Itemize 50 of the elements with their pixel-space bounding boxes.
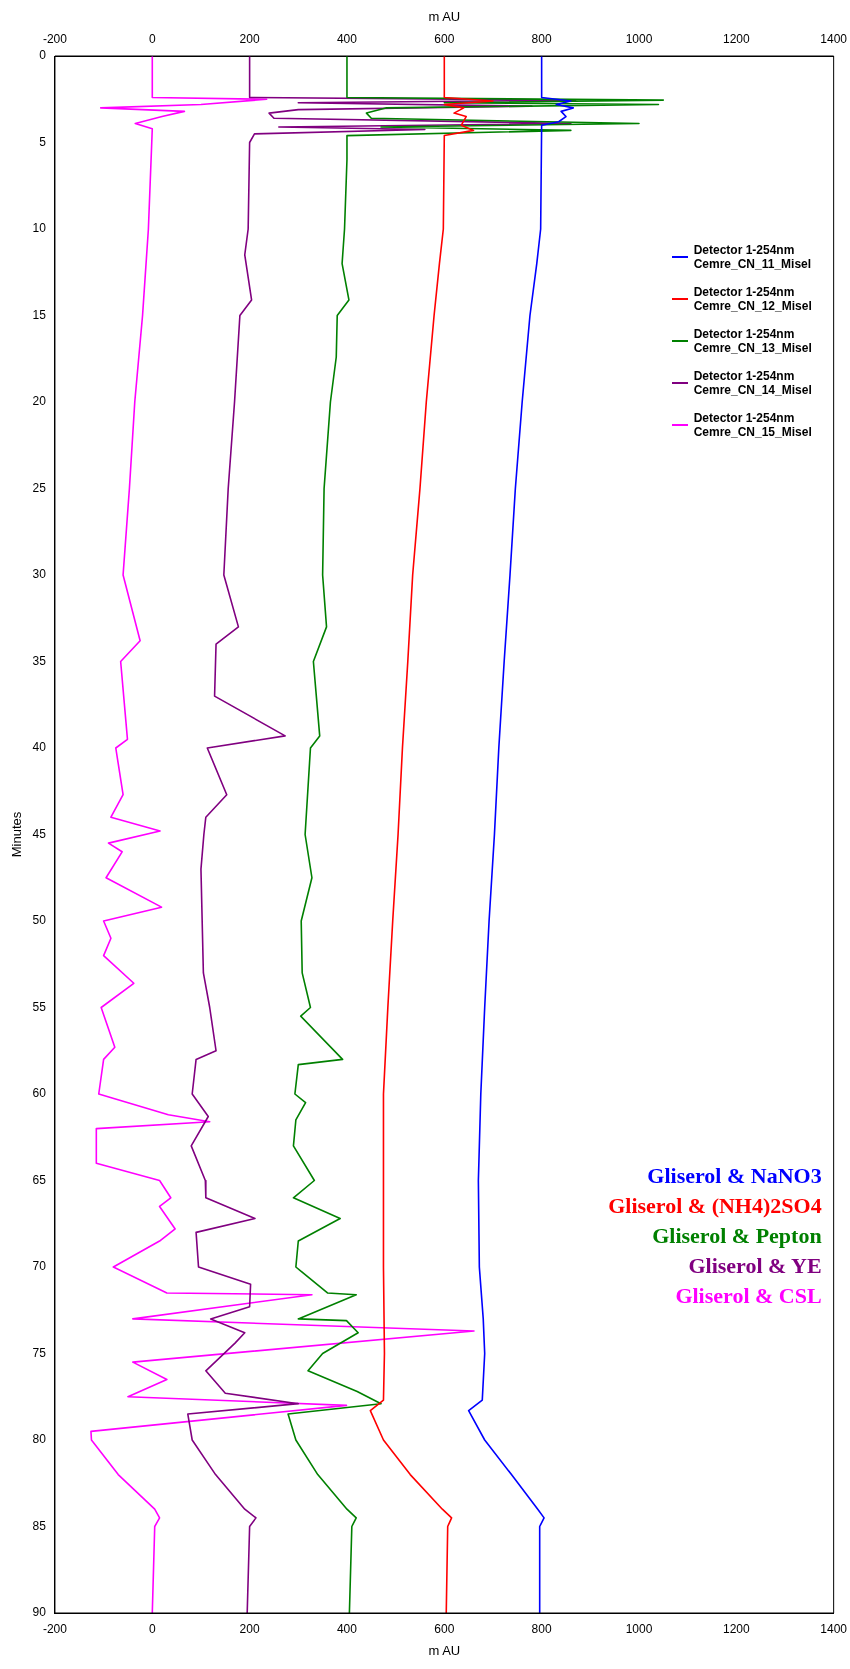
- x-tick-label: 1200: [722, 1621, 750, 1636]
- legend-label: Detector 1-254nm Cemre_CN_12_Misel: [693, 284, 813, 313]
- legend-label: Detector 1-254nm Cemre_CN_15_Misel: [693, 410, 813, 439]
- y-axis-title: Minutes: [9, 811, 25, 858]
- y-tick-label: 80: [32, 1432, 47, 1447]
- x-tick-label: -200: [42, 1621, 68, 1636]
- x-tick-label: 0: [148, 1621, 156, 1636]
- x2-tick-label: 400: [336, 32, 358, 47]
- y-tick-label: 35: [32, 653, 47, 668]
- legend-label: Detector 1-254nm Cemre_CN_14_Misel: [693, 368, 813, 397]
- x2-tick-label: -200: [42, 32, 68, 47]
- y-tick-label: 45: [32, 826, 47, 841]
- annotation: Gliserol & NaNO3: [647, 1162, 822, 1188]
- y-tick-label: 75: [32, 1345, 47, 1360]
- x2-tick-label: 1200: [722, 32, 750, 47]
- x2-tick-label: 200: [239, 32, 260, 47]
- y-tick-label: 55: [32, 999, 47, 1014]
- y-tick-label: 15: [32, 307, 47, 322]
- y-tick-label: 5: [39, 134, 47, 149]
- x-tick-label: 600: [434, 1621, 455, 1636]
- y-tick-label: 30: [32, 567, 47, 582]
- x-axis-title: m AU: [428, 1642, 461, 1658]
- y-tick-label: 90: [32, 1605, 47, 1620]
- x2-tick-label: 600: [434, 32, 455, 47]
- y-tick-label: 20: [32, 394, 47, 409]
- x-tick-label: 400: [336, 1621, 358, 1636]
- y-tick-label: 40: [32, 740, 47, 755]
- x-tick-label: 1000: [625, 1621, 653, 1636]
- y-tick-label: 65: [32, 1172, 47, 1187]
- y-tick-label: 0: [39, 48, 47, 63]
- x2-tick-label: 0: [148, 32, 156, 47]
- legend-label: Detector 1-254nm Cemre_CN_11_Misel: [693, 242, 813, 271]
- annotation: Gliserol & YE: [688, 1252, 822, 1278]
- x-tick-label: 200: [239, 1621, 260, 1636]
- x-tick-label: 1400: [820, 1621, 848, 1636]
- annotation: Gliserol & Pepton: [652, 1222, 822, 1248]
- x2-tick-label: 1000: [625, 32, 653, 47]
- y-tick-label: 25: [32, 480, 47, 495]
- y-tick-label: 60: [32, 1086, 47, 1101]
- x2-tick-label: 1400: [820, 32, 848, 47]
- y-tick-label: 85: [32, 1518, 47, 1533]
- y-tick-label: 50: [32, 913, 47, 928]
- y-tick-label: 70: [32, 1259, 47, 1274]
- x2-tick-label: 800: [531, 32, 552, 47]
- x2-axis-title: m AU: [428, 9, 461, 25]
- x-tick-label: 800: [531, 1621, 552, 1636]
- y-tick-label: 10: [32, 221, 47, 236]
- annotation: Gliserol & CSL: [675, 1282, 822, 1308]
- annotation: Gliserol & (NH4)2SO4: [608, 1192, 822, 1218]
- legend-label: Detector 1-254nm Cemre_CN_13_Misel: [693, 326, 813, 355]
